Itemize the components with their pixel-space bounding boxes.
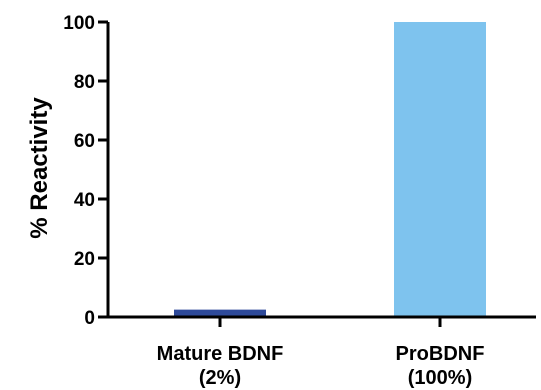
bar-1 — [394, 22, 486, 317]
y-tick-label: 20 — [74, 249, 95, 270]
y-tick-label: 80 — [74, 72, 95, 93]
x-category-label: ProBDNF — [396, 343, 485, 365]
x-axis: Mature BDNF(2%) ProBDNF(100%) — [106, 315, 536, 389]
y-axis: 0 20 40 60 80 100 — [63, 13, 110, 329]
x-category-sublabel: (2%) — [199, 367, 241, 389]
y-tick-label: 100 — [63, 13, 95, 34]
plot-area — [174, 22, 486, 317]
bar-0 — [174, 309, 266, 317]
y-tick-label: 60 — [74, 131, 95, 152]
x-category-sublabel: (100%) — [408, 367, 472, 389]
y-tick-label: 40 — [74, 190, 95, 211]
x-category-label: Mature BDNF — [157, 343, 284, 365]
y-tick-label: 0 — [84, 308, 95, 329]
y-axis-title: % Reactivity — [26, 97, 53, 239]
